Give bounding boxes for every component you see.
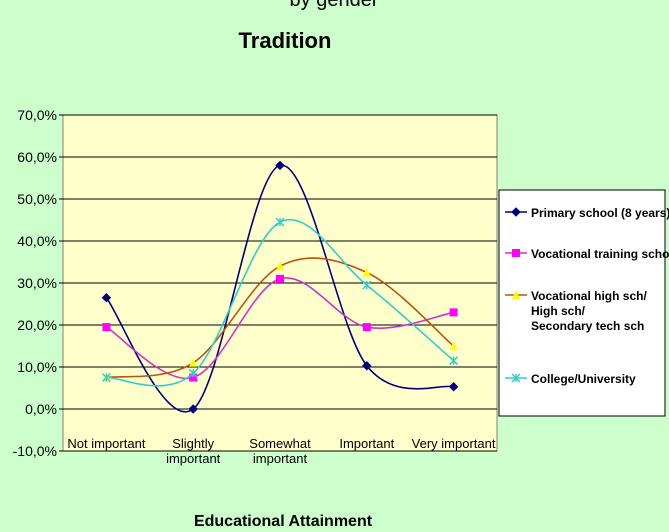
marker (101, 372, 111, 383)
x-tick-label: Important (339, 436, 394, 451)
marker (362, 361, 372, 371)
marker (449, 356, 459, 366)
marker (362, 323, 371, 332)
y-tick-label: 30,0% (17, 275, 57, 291)
marker (511, 373, 521, 383)
marker (512, 290, 520, 299)
marker (362, 267, 371, 277)
marker (362, 280, 372, 290)
marker (102, 323, 111, 332)
y-tick-label: 10,0% (17, 359, 57, 375)
x-tick-label: Not important (67, 436, 145, 451)
y-tick-label: 0,0% (25, 401, 57, 417)
marker (449, 308, 458, 317)
legend-label: Vocational high sch/High sch/Secondary t… (531, 289, 647, 333)
legend-label: Vocational training school (531, 247, 669, 261)
x-tick-label: Somewhat important (249, 436, 311, 466)
marker (448, 382, 459, 392)
marker (189, 373, 198, 382)
marker (275, 217, 285, 227)
x-tick-label: Very important (412, 436, 496, 451)
marker (512, 249, 520, 257)
series-line (105, 164, 454, 413)
y-tick-label: 20,0% (17, 317, 57, 333)
marker (188, 404, 198, 414)
y-tick-label: -10,0% (13, 443, 57, 459)
marker (511, 207, 521, 217)
marker (276, 261, 284, 271)
chart-title: Tradition (239, 28, 332, 53)
marker (189, 357, 198, 367)
y-tick-label: 40,0% (17, 233, 57, 249)
x-axis-title: Educational Attainment (194, 513, 373, 530)
marker (449, 341, 458, 350)
marker (276, 274, 284, 283)
y-tick-label: 50,0% (17, 191, 57, 207)
legend-label: Primary school (8 years) (531, 206, 669, 220)
y-tick-label: 70,0% (17, 107, 57, 123)
y-tick-label: 60,0% (17, 149, 57, 165)
marker (101, 292, 112, 303)
chart-subtitle: by gender (290, 0, 379, 11)
marker (275, 160, 285, 171)
marker (188, 368, 198, 378)
x-tick-label: Slightly important (166, 436, 221, 466)
legend-label: College/University (531, 372, 636, 386)
